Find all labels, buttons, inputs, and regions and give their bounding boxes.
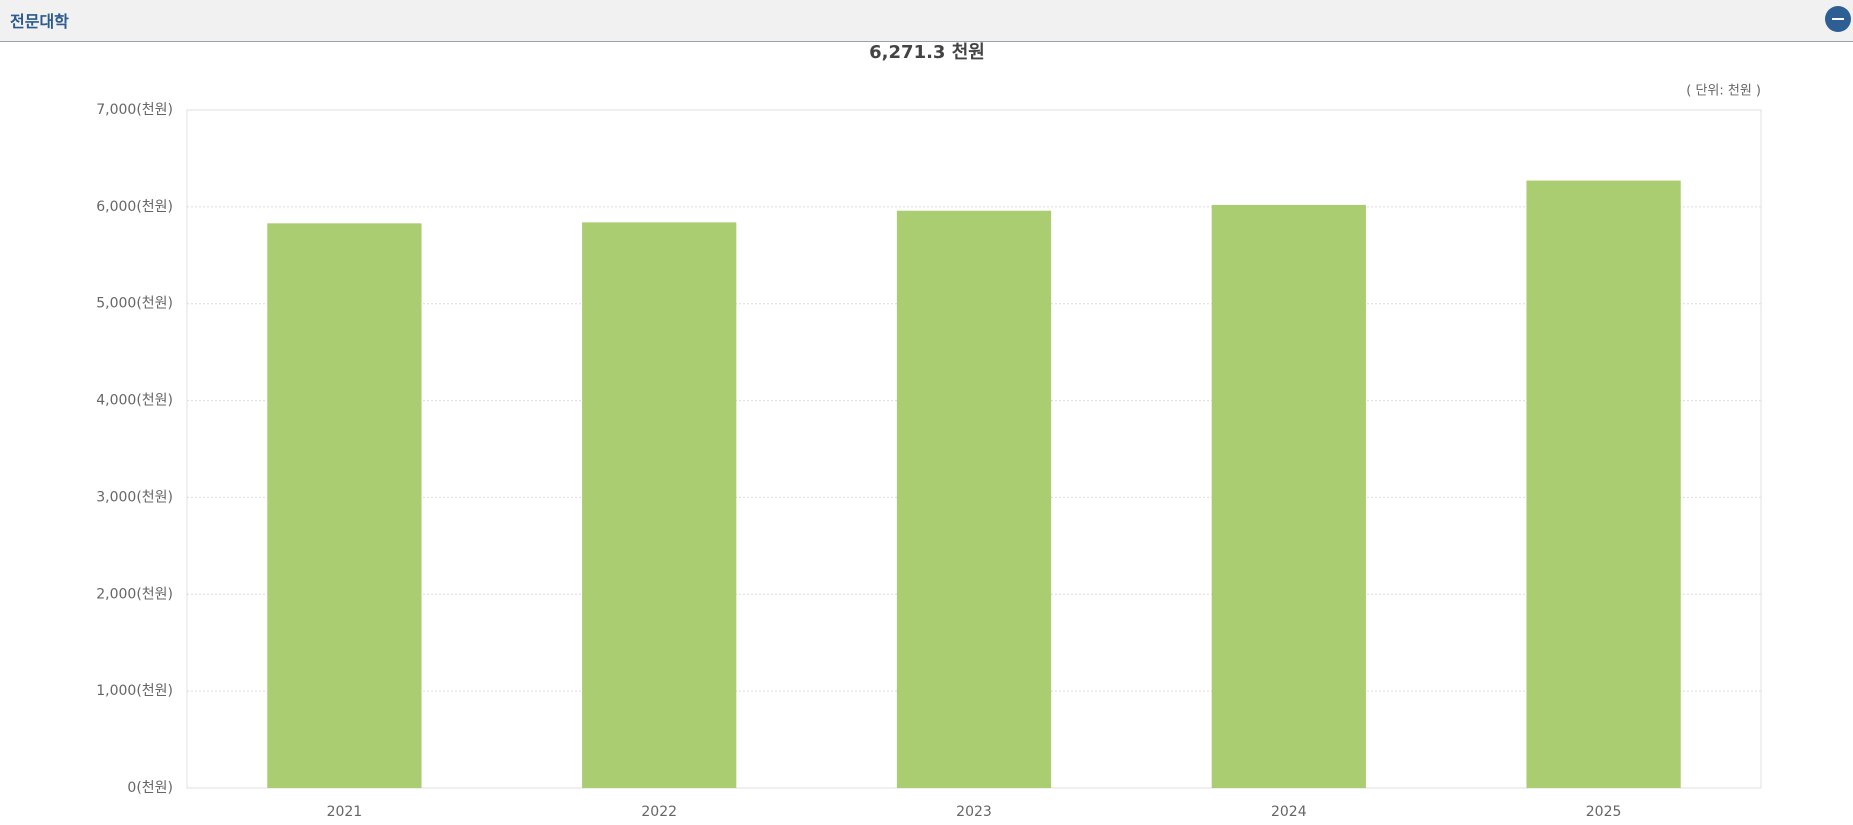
bar (896, 210, 1052, 788)
y-tick-label: 7,000(천원) (96, 102, 173, 118)
y-tick-label: 6,000(천원) (96, 199, 173, 215)
x-tick-label: 2022 (641, 804, 677, 820)
y-tick-label: 0(천원) (127, 780, 173, 796)
y-tick-label: 4,000(천원) (96, 393, 173, 409)
panel-title: 전문대학 (10, 12, 69, 31)
y-tick-label: 1,000(천원) (96, 683, 173, 699)
y-tick-label: 5,000(천원) (96, 296, 173, 312)
unit-note: ( 단위: 천원 ) (1686, 84, 1761, 99)
x-tick-label: 2024 (1271, 804, 1307, 820)
collapse-button[interactable] (1825, 6, 1851, 32)
bar (1211, 204, 1366, 789)
y-tick-label: 3,000(천원) (96, 489, 173, 505)
bar (267, 223, 422, 788)
y-tick-label: 2,000(천원) (96, 586, 173, 602)
x-tick-label: 2021 (327, 804, 363, 820)
x-tick-label: 2023 (956, 804, 992, 820)
panel-header: 전문대학 (0, 0, 1853, 42)
summary: 6,271.3 천원 (869, 42, 985, 63)
x-tick-label: 2025 (1586, 804, 1622, 820)
bar (1526, 180, 1681, 788)
bar (582, 222, 737, 789)
